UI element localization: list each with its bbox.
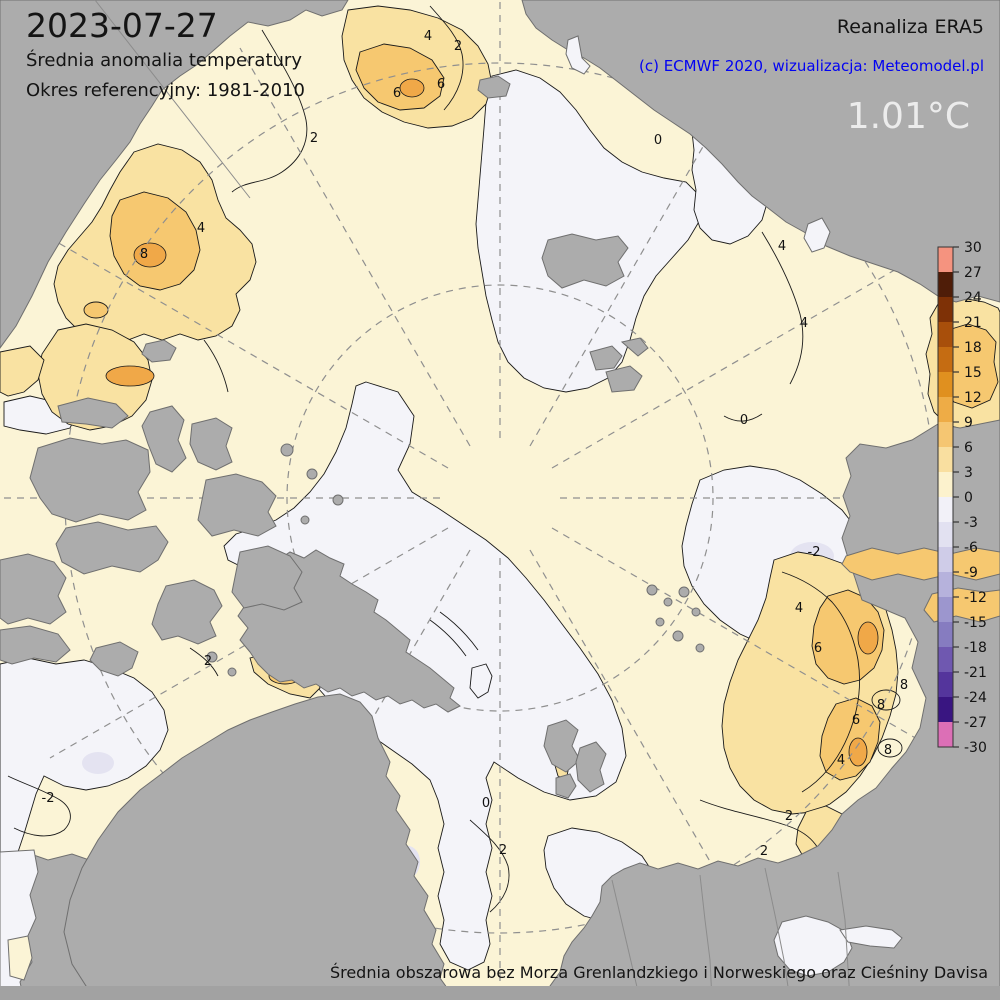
data-source: Reanaliza ERA5	[836, 16, 984, 38]
colorbar-band	[938, 322, 953, 347]
colorbar-tick-label: -27	[964, 715, 987, 731]
sea-over-land	[0, 35, 1000, 1000]
colorbar-tick-label: 6	[964, 440, 973, 456]
contour-label: 8	[140, 247, 148, 262]
colorbar-tick-label: -9	[964, 565, 978, 581]
colorbar-tick-label: 18	[964, 340, 982, 356]
colorbar-tick-label: 24	[964, 290, 982, 306]
colorbar-tick-label: -6	[964, 540, 978, 556]
colorbar-tick-label: 30	[964, 240, 982, 256]
colorbar-band	[938, 397, 953, 422]
colorbar-band	[938, 647, 953, 672]
colorbar-band	[938, 597, 953, 622]
colorbar-band	[938, 622, 953, 647]
contour-label: 4	[795, 601, 803, 616]
anomaly-regions-positive	[0, 5, 1000, 865]
colorbar-tick-label: -3	[964, 515, 978, 531]
footer-caption: Średnia obszarowa bez Morza Grenlandzkie…	[329, 963, 988, 982]
colorbar-band	[938, 572, 953, 597]
land-chukotka-alaska	[0, 0, 349, 349]
colorbar: 302724211815129630-3-6-9-12-15-18-21-24-…	[937, 240, 987, 756]
colorbar-band	[938, 247, 953, 272]
contour-label: -2	[808, 545, 821, 560]
colorbar-tick-label: -30	[964, 740, 987, 756]
contour-label: 4	[424, 29, 432, 44]
colorbar-tick-label: -12	[964, 590, 987, 606]
land-greenland	[63, 693, 451, 1000]
contour-label: 2	[204, 654, 212, 669]
contour-label: 2	[454, 39, 462, 54]
reference-period: Okres referencyjny: 1981-2010	[26, 80, 305, 101]
colorbar-tick-label: -21	[964, 665, 987, 681]
contour-label: 4	[800, 316, 808, 331]
colorbar-tick-label: -24	[964, 690, 987, 706]
contour-label: 4	[778, 239, 786, 254]
contour-label: 2	[760, 844, 768, 859]
contour-label: 6	[852, 713, 860, 728]
anomaly-patch-minus3-6	[82, 752, 114, 774]
contour-label: 6	[393, 86, 401, 101]
colorbar-band	[938, 547, 953, 572]
colorbar-band	[938, 422, 953, 447]
contour-lines	[7, 5, 903, 913]
contour-label: -2	[42, 791, 55, 806]
colorbar-tick-label: 27	[964, 265, 982, 281]
contour-label: 8	[877, 698, 885, 713]
colorbar-band	[938, 447, 953, 472]
mean-anomaly-value: 1.01°C	[846, 96, 970, 137]
colorbar-tick-label: 3	[964, 465, 973, 481]
contour-label: 8	[884, 743, 892, 758]
credit-line: (c) ECMWF 2020, wizualizacja: Meteomodel…	[638, 57, 984, 75]
map-date: 2023-07-27	[26, 6, 218, 45]
contour-label: 8	[900, 678, 908, 693]
colorbar-band	[938, 472, 953, 497]
colorbar-band	[938, 347, 953, 372]
bottom-strip	[0, 986, 1000, 1000]
colorbar-band	[938, 697, 953, 722]
map-subtitle: Średnia anomalia temperatury	[26, 50, 302, 71]
colorbar-tick-label: 0	[964, 490, 973, 506]
colorbar-tick-label: -18	[964, 640, 987, 656]
colorbar-band	[938, 497, 953, 522]
colorbar-band	[938, 722, 953, 747]
contour-label: 2	[310, 131, 318, 146]
contour-label: 4	[837, 753, 845, 768]
colorbar-tick-label: 21	[964, 315, 982, 331]
contour-label: 0	[740, 413, 748, 428]
colorbar-band	[938, 672, 953, 697]
colorbar-tick-label: 15	[964, 365, 982, 381]
contour-label: 4	[197, 221, 205, 236]
contour-label: 6	[814, 641, 822, 656]
colorbar-band	[938, 522, 953, 547]
colorbar-tick-label: 9	[964, 415, 973, 431]
contour-label: 0	[654, 133, 662, 148]
colorbar-band	[938, 297, 953, 322]
colorbar-tick-label: -15	[964, 615, 987, 631]
colorbar-tick-label: 12	[964, 390, 982, 406]
contour-label: 0	[482, 796, 490, 811]
land-wrangel	[141, 339, 177, 363]
contour-label: 2	[499, 843, 507, 858]
colorbar-band	[938, 272, 953, 297]
contour-label: 6	[437, 77, 445, 92]
border-lines	[94, 0, 851, 1000]
contour-label: 2	[785, 809, 793, 824]
colorbar-band	[938, 372, 953, 397]
land-new-siberian	[541, 233, 629, 289]
